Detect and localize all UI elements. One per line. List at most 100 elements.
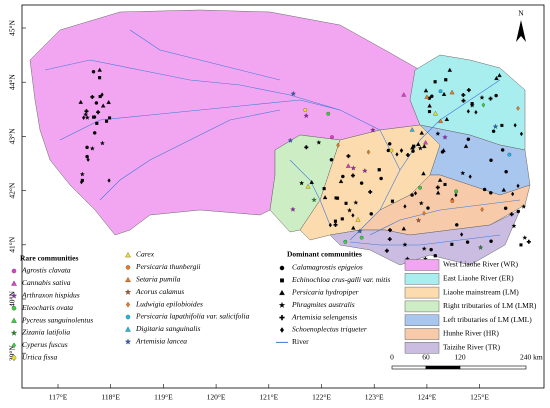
symbol bbox=[521, 203, 527, 209]
symbol bbox=[84, 114, 90, 120]
symbol bbox=[98, 94, 102, 99]
symbol bbox=[278, 301, 286, 308]
symbol bbox=[516, 183, 520, 189]
lon-label: 125°E bbox=[470, 393, 489, 402]
symbol bbox=[494, 93, 498, 98]
symbol bbox=[479, 94, 485, 100]
symbol bbox=[468, 174, 472, 179]
symbol bbox=[124, 288, 132, 295]
symbol bbox=[355, 217, 361, 222]
symbol bbox=[85, 145, 89, 150]
symbol bbox=[441, 91, 447, 96]
symbol bbox=[474, 109, 478, 115]
lat-label: 39°N bbox=[8, 345, 17, 361]
symbol bbox=[516, 209, 520, 214]
region-lmr bbox=[269, 134, 341, 233]
symbol bbox=[422, 144, 427, 149]
symbol bbox=[351, 213, 355, 218]
symbol bbox=[96, 110, 101, 115]
symbol bbox=[500, 123, 504, 127]
symbol bbox=[125, 314, 131, 320]
symbol bbox=[311, 197, 317, 203]
legend-label: Zizania latifolia bbox=[22, 328, 70, 337]
symbol bbox=[125, 252, 131, 258]
scale-segment bbox=[459, 365, 527, 370]
symbol bbox=[450, 199, 455, 203]
legend-label: Persicaria lapathifolia var. salicifolia bbox=[135, 312, 250, 321]
symbol bbox=[504, 169, 508, 174]
symbol bbox=[435, 190, 441, 195]
legend-swatch bbox=[404, 342, 440, 354]
symbol bbox=[460, 232, 464, 237]
symbol bbox=[95, 121, 99, 125]
legend-label: Hunhe River (HR) bbox=[443, 329, 499, 338]
scale-label: 0 bbox=[390, 353, 394, 362]
symbol bbox=[429, 247, 433, 252]
symbol bbox=[94, 101, 99, 105]
symbol bbox=[418, 200, 424, 206]
symbol bbox=[10, 329, 18, 336]
symbol bbox=[350, 173, 355, 178]
symbol bbox=[427, 103, 432, 108]
legend-label: West Liaohe River (WR) bbox=[443, 260, 518, 269]
symbol bbox=[489, 158, 493, 162]
symbol bbox=[350, 165, 357, 171]
symbol bbox=[80, 178, 84, 182]
symbol bbox=[91, 69, 96, 74]
symbol bbox=[11, 305, 17, 311]
symbol bbox=[423, 88, 429, 93]
symbol bbox=[435, 131, 441, 136]
symbol bbox=[424, 94, 430, 99]
symbol bbox=[509, 212, 514, 217]
symbol bbox=[388, 228, 393, 233]
legend-label: Carex bbox=[136, 250, 155, 259]
symbol bbox=[384, 248, 389, 253]
symbol bbox=[366, 149, 371, 155]
symbol bbox=[401, 92, 407, 97]
legend-label: Taizihe River (TR) bbox=[443, 343, 500, 352]
symbol bbox=[387, 237, 392, 242]
symbol bbox=[333, 222, 338, 227]
symbol bbox=[279, 327, 285, 333]
symbol bbox=[489, 191, 493, 195]
legend: Rare communities Agrostis clavata Cannabis… bbox=[10, 250, 543, 362]
symbol bbox=[463, 143, 469, 148]
symbol bbox=[438, 89, 443, 94]
symbol bbox=[433, 110, 438, 116]
symbol bbox=[330, 135, 334, 140]
legend-swatch bbox=[404, 300, 440, 313]
symbol bbox=[309, 179, 314, 184]
symbol bbox=[421, 171, 426, 176]
symbol bbox=[336, 142, 340, 148]
legend-label: Cyperus fuscus bbox=[22, 340, 68, 349]
symbol bbox=[11, 355, 17, 361]
lon-label: 123°E bbox=[365, 393, 384, 402]
symbol bbox=[326, 111, 331, 116]
legend-label: Ludwigia epilobioides bbox=[135, 299, 203, 308]
symbol bbox=[357, 228, 363, 234]
symbol bbox=[417, 145, 423, 151]
symbol bbox=[83, 111, 89, 117]
symbol bbox=[346, 154, 351, 159]
symbol bbox=[100, 92, 104, 97]
symbol bbox=[341, 174, 345, 179]
symbol bbox=[84, 109, 89, 114]
symbol bbox=[423, 139, 429, 145]
symbol bbox=[359, 181, 364, 185]
lat-labels: 45°N 44°N 43°N 42°N 41°N 40°N 39°N bbox=[8, 19, 26, 361]
symbol bbox=[89, 145, 95, 151]
legend-swatch bbox=[404, 273, 440, 285]
symbol bbox=[401, 226, 407, 231]
symbol bbox=[387, 142, 392, 146]
symbol bbox=[430, 94, 434, 99]
symbol bbox=[299, 180, 305, 186]
legend-label: Artemisia selengensis bbox=[291, 312, 357, 321]
lon-label: 122°E bbox=[312, 393, 331, 402]
symbol bbox=[390, 199, 395, 203]
symbol bbox=[303, 112, 309, 119]
symbol bbox=[125, 326, 131, 332]
lon-label: 124°E bbox=[417, 393, 436, 402]
scale-segment bbox=[425, 365, 461, 370]
scale-segment bbox=[391, 365, 427, 370]
symbol bbox=[522, 235, 528, 240]
